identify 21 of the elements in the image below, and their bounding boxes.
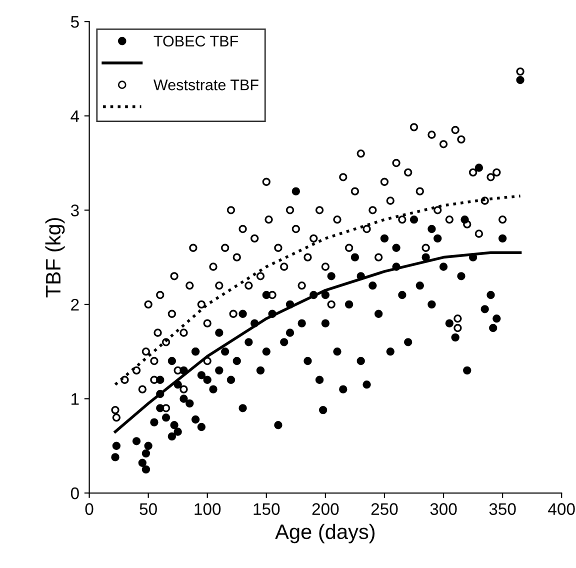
legend-label: Weststrate TBF	[154, 80, 258, 90]
x-tick-label: 50	[140, 503, 157, 515]
x-tick-label: 250	[371, 503, 398, 515]
line-series	[114, 194, 522, 386]
x-tick-label: 100	[194, 503, 221, 515]
x-axis-title: Age (days)	[275, 524, 375, 544]
y-tick-label: 1	[72, 393, 79, 405]
legend-label: TOBEC TBF	[154, 36, 238, 47]
x-tick-label: 400	[548, 503, 575, 515]
x-tick-label: 150	[254, 503, 280, 515]
x-tick-label: 300	[430, 503, 457, 515]
y-tick-label: 2	[71, 298, 79, 310]
y-tick-label: 4	[70, 110, 80, 122]
y-tick-label: 5	[70, 16, 79, 28]
x-tick-label: 0	[85, 503, 94, 515]
y-axis-title: TBF (kg)	[45, 218, 65, 298]
y-tick-label: 0	[70, 487, 79, 500]
x-tick-label: 350	[489, 503, 516, 515]
y-tick-label: 3	[70, 204, 79, 216]
line-series	[114, 251, 522, 434]
x-tick-label: 200	[312, 503, 339, 515]
